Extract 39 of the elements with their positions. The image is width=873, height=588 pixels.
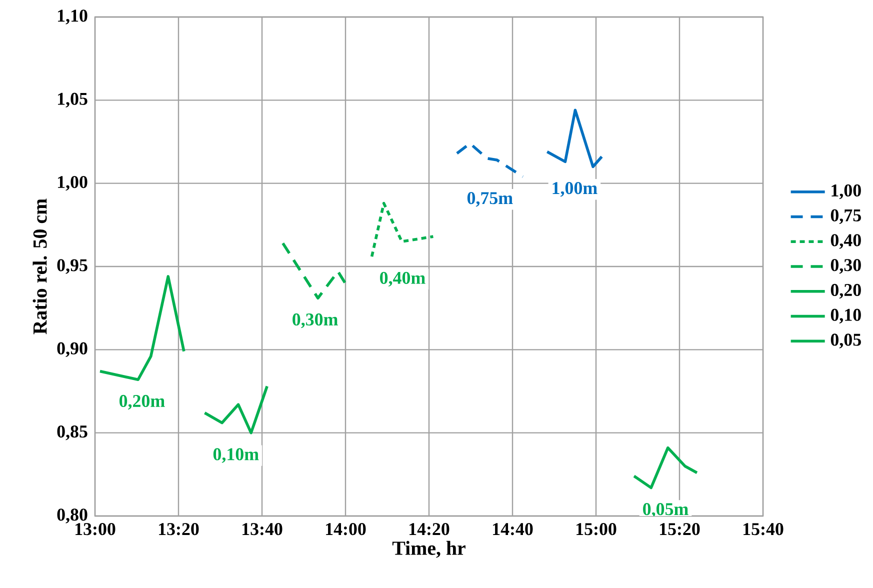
x-tick-label: 15:20 bbox=[660, 523, 700, 536]
x-tick-label: 15:40 bbox=[744, 523, 784, 536]
x-axis-title: Time, hr bbox=[392, 540, 466, 558]
x-tick-label: 13:40 bbox=[242, 523, 282, 536]
line-series bbox=[281, 242, 349, 300]
legend-label: 1,00 bbox=[832, 184, 861, 200]
line-series bbox=[632, 446, 698, 490]
y-tick-label: 0,80 bbox=[57, 508, 88, 524]
x-tick-label: 13:00 bbox=[76, 523, 116, 536]
annotation: 1,00m bbox=[552, 182, 598, 197]
annotation: 0,40m bbox=[380, 272, 426, 287]
legend-label: 0,10 bbox=[830, 308, 861, 324]
x-tick-label: 14:40 bbox=[493, 523, 533, 536]
y-tick-label: 0,95 bbox=[57, 259, 88, 274]
y-tick-label: 1,05 bbox=[58, 92, 88, 108]
legend-label: 0,30 bbox=[830, 259, 861, 274]
y-tick-label: 0,85 bbox=[57, 425, 88, 440]
legend-label: 0,20 bbox=[830, 284, 861, 299]
x-tick-label: 15:00 bbox=[576, 523, 616, 536]
legend-label: 0,40 bbox=[830, 234, 861, 249]
annotation: 0,75m bbox=[467, 192, 513, 207]
x-tick-label: 14:20 bbox=[410, 523, 450, 536]
line-series bbox=[98, 275, 186, 382]
legend-label: 0,75 bbox=[830, 209, 861, 224]
x-tick-label: 13:20 bbox=[159, 523, 199, 536]
x-tick-label: 14:00 bbox=[326, 523, 366, 536]
line-series bbox=[546, 108, 604, 168]
line-series bbox=[203, 384, 268, 434]
annotation: 0,20m bbox=[119, 394, 165, 410]
annotation: 0,30m bbox=[292, 313, 338, 328]
y-tick-label: 1,00 bbox=[58, 176, 88, 191]
legend-label: 0,05 bbox=[830, 334, 861, 348]
annotation: 0,05m bbox=[643, 503, 688, 518]
y-tick-label: 1,10 bbox=[58, 10, 88, 24]
y-axis-title: Ratio rel. 50 cm bbox=[32, 198, 47, 334]
y-tick-label: 0,90 bbox=[57, 342, 88, 358]
annotation: 0,10m bbox=[213, 448, 259, 463]
line-series bbox=[456, 142, 524, 178]
line-series bbox=[370, 202, 435, 258]
